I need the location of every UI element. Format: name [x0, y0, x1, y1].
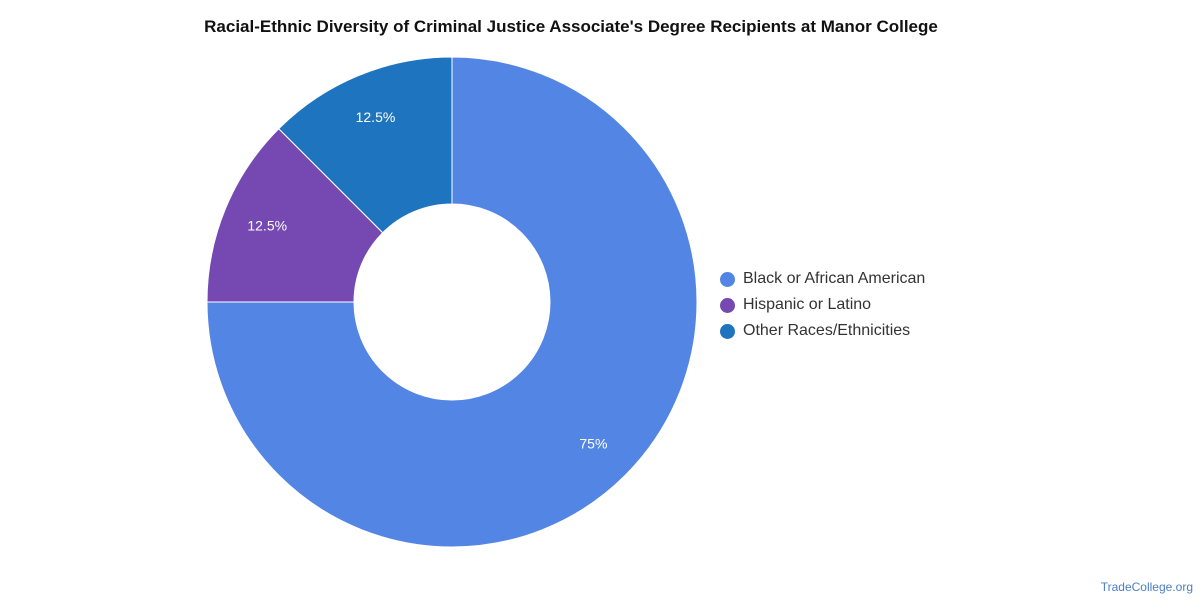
source-credit[interactable]: TradeCollege.org — [1100, 580, 1193, 594]
legend-item-black-or-african-american[interactable]: Black or African American — [720, 266, 925, 292]
legend-item-hispanic-or-latino[interactable]: Hispanic or Latino — [720, 292, 925, 318]
slice-hispanic-or-latino[interactable] — [206, 128, 384, 303]
legend-swatch-hispanic-or-latino — [720, 297, 735, 313]
slice-other-races-ethnicities[interactable] — [278, 56, 453, 234]
legend-swatch-black-or-african-american — [720, 271, 735, 287]
chart-title: Racial-Ethnic Diversity of Criminal Just… — [204, 17, 938, 36]
legend-label: Hispanic or Latino — [743, 296, 872, 313]
slice-label-other-races-ethnicities: 12.5% — [356, 109, 396, 125]
legend-swatch-other-races-ethnicities — [720, 323, 735, 339]
legend-item-other-races-ethnicities[interactable]: Other Races/Ethnicities — [720, 318, 925, 344]
legend-label: Other Races/Ethnicities — [743, 322, 911, 339]
slice-label-hispanic-or-latino: 12.5% — [247, 217, 287, 233]
legend: Black or African American Hispanic or La… — [720, 266, 925, 344]
legend-label: Black or African American — [743, 270, 926, 287]
slice-black-or-african-american[interactable] — [206, 56, 698, 548]
slice-label-black-or-african-american: 75% — [579, 435, 607, 451]
